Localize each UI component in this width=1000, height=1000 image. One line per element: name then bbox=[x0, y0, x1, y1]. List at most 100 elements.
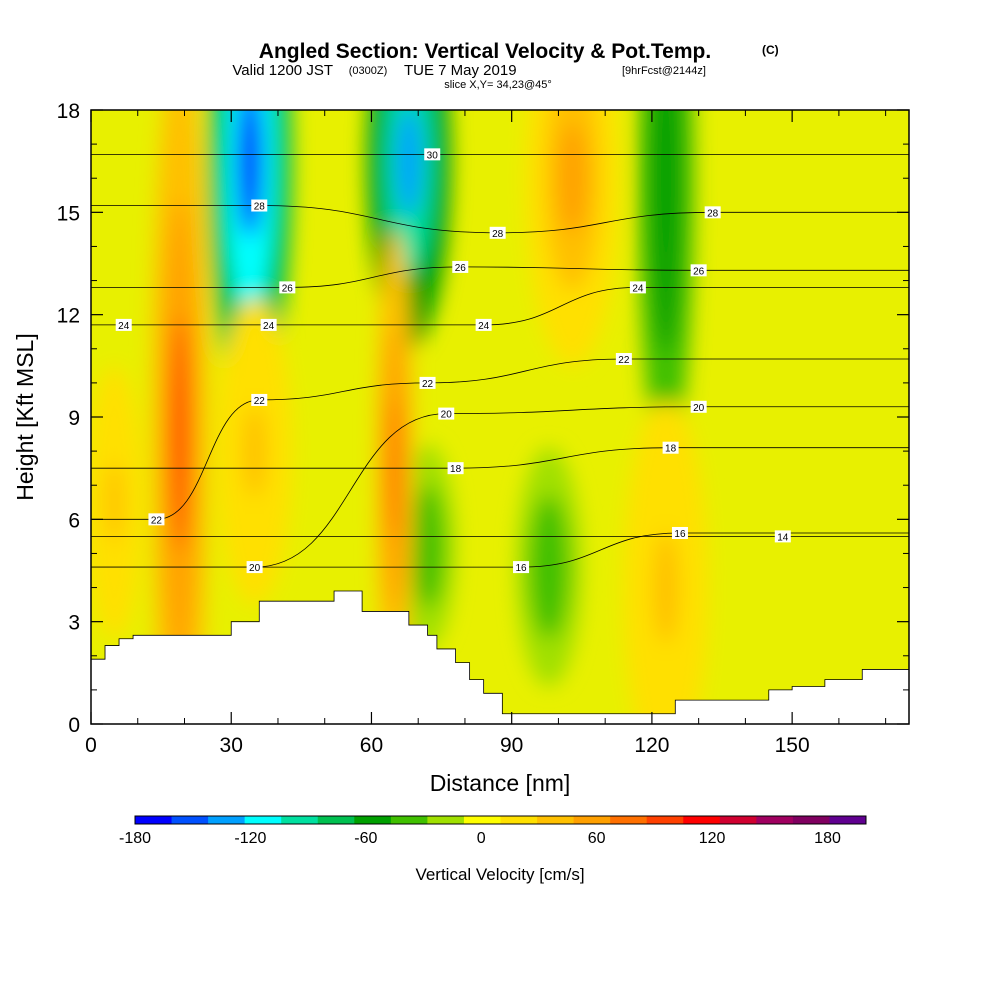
theta-contour bbox=[91, 286, 909, 326]
chart-subtitle-valid: Valid 1200 JST bbox=[232, 62, 333, 79]
velocity-cell bbox=[396, 110, 422, 218]
velocity-cell bbox=[539, 531, 559, 603]
velocity-cell bbox=[243, 405, 266, 498]
colorbar-swatch bbox=[317, 816, 355, 824]
contour-label-text: 16 bbox=[515, 563, 527, 574]
y-tick-label: 0 bbox=[68, 714, 80, 737]
y-tick-label: 12 bbox=[57, 305, 80, 328]
vertical-velocity-field bbox=[91, 110, 708, 724]
colorbar-swatch bbox=[427, 816, 465, 824]
contour-label-text: 30 bbox=[427, 150, 439, 161]
contour-label: 20 bbox=[246, 561, 263, 574]
contour-label-text: 28 bbox=[492, 229, 504, 240]
contour-label-text: 20 bbox=[693, 403, 705, 414]
x-tick-label: 90 bbox=[500, 734, 523, 757]
contour-label: 22 bbox=[251, 393, 268, 407]
x-tick-label: 30 bbox=[220, 734, 243, 757]
colorbar-swatch bbox=[354, 816, 392, 824]
colorbar-swatch bbox=[135, 816, 173, 824]
contour-label-text: 26 bbox=[693, 266, 705, 277]
colorbar-swatch bbox=[500, 816, 538, 824]
contour-label: 22 bbox=[615, 353, 632, 366]
velocity-cell bbox=[419, 515, 436, 578]
chart-title-suffix: (C) bbox=[762, 43, 779, 57]
colorbar-tick-label: -180 bbox=[119, 830, 151, 847]
contour-label-text: 26 bbox=[282, 283, 294, 294]
x-axis-title: Distance [nm] bbox=[430, 770, 571, 796]
colorbar-title: Vertical Velocity [cm/s] bbox=[415, 865, 584, 884]
contour-label-text: 22 bbox=[422, 379, 434, 390]
contour-label: 18 bbox=[447, 462, 464, 475]
y-tick-label: 3 bbox=[68, 612, 80, 635]
x-tick-label: 150 bbox=[775, 734, 810, 757]
contour-label: 28 bbox=[251, 199, 268, 213]
contour-label-text: 16 bbox=[674, 529, 686, 540]
theta-contour bbox=[91, 447, 909, 469]
contour-label-text: 20 bbox=[441, 410, 453, 421]
contour-label: 26 bbox=[279, 281, 296, 294]
y-tick-label: 18 bbox=[57, 100, 80, 123]
contour-label-text: 22 bbox=[151, 515, 163, 526]
contour-label: 22 bbox=[148, 513, 165, 526]
contour-label-text: 24 bbox=[118, 321, 130, 332]
contour-label: 24 bbox=[115, 318, 132, 332]
chart-subtitle-slice: slice X,Y= 34,23@45° bbox=[444, 79, 552, 91]
contour-label-text: 28 bbox=[254, 202, 266, 213]
contour-label-text: 18 bbox=[450, 464, 462, 475]
velocity-cell bbox=[558, 121, 587, 235]
colorbar-swatch bbox=[537, 816, 575, 824]
velocity-cell bbox=[237, 110, 263, 238]
velocity-cell bbox=[653, 531, 679, 644]
contour-label: 20 bbox=[690, 400, 707, 414]
contour-label: 14 bbox=[774, 530, 791, 543]
y-tick-label: 6 bbox=[68, 509, 80, 532]
contour-label-text: 18 bbox=[665, 444, 677, 455]
colorbar-tick-label: 60 bbox=[588, 830, 606, 847]
contour-label: 18 bbox=[662, 441, 679, 455]
velocity-cell bbox=[657, 110, 675, 266]
terrain-mask bbox=[91, 590, 909, 724]
contour-label: 28 bbox=[489, 226, 506, 240]
chart-subtitle-utc: (0300Z) bbox=[349, 65, 388, 77]
contour-label-text: 28 bbox=[707, 208, 719, 219]
axes: 0 30 60 90 120 150 0 3 6 9 12 15 18 bbox=[57, 100, 909, 757]
colorbar-swatch bbox=[756, 816, 794, 824]
colorbar-swatch bbox=[646, 816, 684, 824]
colorbar-swatch bbox=[573, 816, 611, 824]
chart-subtitle-forecast: [9hrFcst@2144z] bbox=[622, 65, 706, 77]
contour-label-text: 14 bbox=[777, 532, 789, 543]
y-axis-title: Height [Kft MSL] bbox=[12, 333, 38, 500]
contour-label: 16 bbox=[671, 526, 688, 540]
colorbar-swatch bbox=[829, 816, 867, 824]
contour-label: 26 bbox=[690, 264, 707, 277]
colorbar-swatch bbox=[610, 816, 648, 824]
y-tick-label: 9 bbox=[68, 407, 80, 430]
colorbar-tick-label: 180 bbox=[814, 830, 841, 847]
contour-label: 16 bbox=[513, 561, 530, 574]
chart-title: Angled Section: Vertical Velocity & Pot.… bbox=[259, 40, 711, 63]
colorbar-swatch bbox=[171, 816, 209, 824]
velocity-cell bbox=[171, 316, 189, 552]
contour-label-text: 26 bbox=[455, 263, 467, 274]
contour-label-text: 24 bbox=[632, 283, 644, 294]
plot-area: 24 22 22 20 24 26 28 30 28 26 24 22 20 18 16 28 26 24 22 20… bbox=[91, 110, 909, 724]
contour-label-text: 22 bbox=[618, 355, 630, 366]
colorbar-swatch bbox=[792, 816, 830, 824]
colorbar-swatch bbox=[719, 816, 757, 824]
contour-label: 26 bbox=[452, 260, 469, 274]
colorbar-tick-label: 120 bbox=[699, 830, 726, 847]
x-tick-label: 120 bbox=[634, 734, 669, 757]
contour-label: 24 bbox=[260, 318, 277, 332]
chart-subtitle-date: TUE 7 May 2019 bbox=[404, 62, 517, 79]
colorbar-tick-label: -60 bbox=[354, 830, 377, 847]
contour-label: 20 bbox=[438, 407, 455, 421]
y-tick-label: 15 bbox=[57, 202, 80, 225]
colorbar-tick-label: -120 bbox=[234, 830, 266, 847]
colorbar-swatch bbox=[244, 816, 282, 824]
contour-labels: 24 22 22 20 24 26 28 30 28 26 24 22 20 18 16 28 26 24 22 20… bbox=[115, 148, 791, 574]
contour-label-text: 24 bbox=[478, 321, 490, 332]
contour-label: 24 bbox=[475, 318, 492, 332]
x-tick-label: 60 bbox=[360, 734, 383, 757]
colorbar: -180 -120 -60 0 60 120 180 bbox=[119, 815, 867, 847]
